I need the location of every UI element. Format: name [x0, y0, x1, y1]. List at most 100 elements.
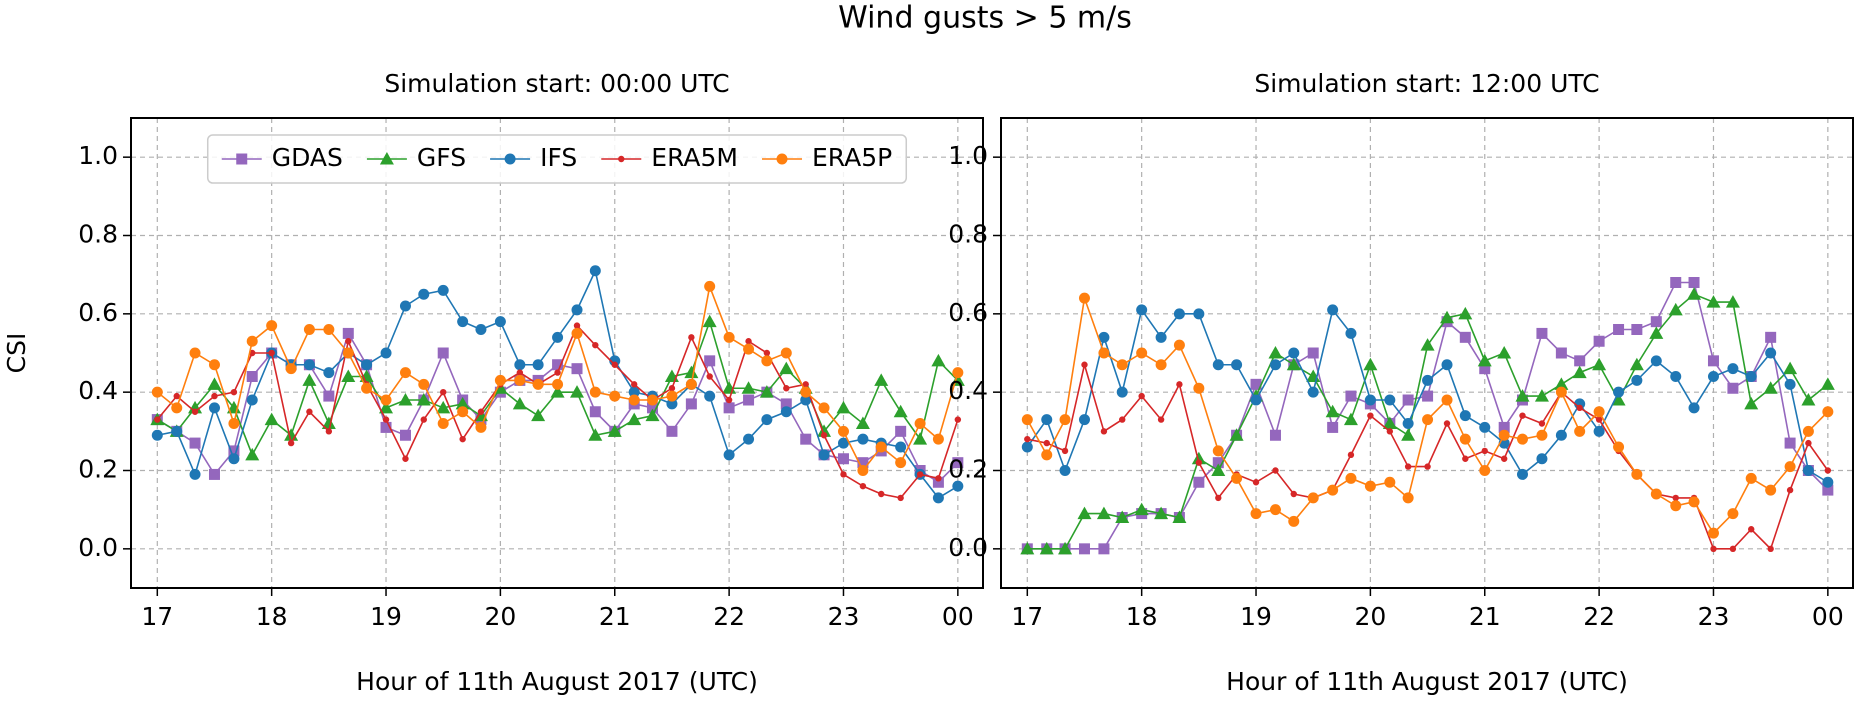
data-point: [1096, 506, 1111, 520]
data-point: [1576, 404, 1583, 412]
data-point: [173, 392, 180, 400]
data-point: [1173, 339, 1185, 351]
data-point: [1727, 508, 1739, 520]
data-point: [268, 349, 275, 357]
data-point: [1212, 457, 1224, 469]
data-point: [1536, 429, 1548, 441]
data-point: [1345, 327, 1357, 339]
data-point: [323, 367, 335, 379]
data-point: [1784, 461, 1796, 473]
legend-marker: [236, 153, 248, 165]
data-point: [207, 377, 222, 390]
data-point: [857, 457, 869, 469]
data-point: [228, 453, 240, 465]
data-point: [668, 385, 676, 392]
data-point: [380, 347, 392, 359]
y-tick-label: 1.0: [948, 141, 988, 170]
y-tick-label: 0.2: [78, 455, 118, 484]
data-point: [571, 363, 583, 375]
data-point: [1402, 492, 1414, 504]
data-point: [723, 402, 735, 414]
data-point: [857, 465, 869, 476]
data-point: [228, 445, 240, 457]
data-point: [1706, 295, 1721, 308]
data-point: [1538, 420, 1546, 427]
data-point: [1784, 437, 1796, 449]
data-point: [895, 441, 907, 453]
data-point: [477, 408, 485, 415]
data-point: [935, 475, 942, 482]
legend-marker: [504, 153, 516, 165]
data-point: [361, 359, 373, 371]
data-point: [1078, 292, 1090, 304]
plot-frame: [1000, 117, 1854, 589]
data-point: [783, 385, 790, 392]
data-point: [1211, 463, 1226, 476]
data-point: [1765, 347, 1777, 359]
data-point: [246, 394, 258, 406]
data-point: [1443, 420, 1451, 427]
x-tick-label: 20: [484, 602, 516, 631]
data-point: [1498, 429, 1510, 441]
data-point: [1534, 389, 1549, 402]
data-point: [1745, 371, 1757, 382]
data-point: [1710, 545, 1717, 553]
data-point: [745, 338, 752, 345]
data-point: [1784, 378, 1796, 390]
data-point: [418, 378, 430, 390]
data-point: [455, 396, 470, 410]
data-point: [514, 359, 526, 371]
data-point: [1631, 324, 1643, 335]
data-point: [570, 385, 585, 398]
x-tick-label: 19: [1240, 602, 1272, 631]
data-point: [1555, 429, 1567, 441]
data-point: [1459, 410, 1471, 422]
data-point: [1367, 412, 1374, 419]
y-tick-label: 0.8: [948, 220, 988, 249]
data-point: [1268, 346, 1283, 359]
data-point: [345, 338, 352, 345]
data-point: [1136, 304, 1148, 316]
y-tick-label: 0.0: [78, 533, 118, 562]
x-tick-label: 22: [1583, 602, 1615, 631]
data-point: [1631, 374, 1643, 386]
data-point: [1345, 390, 1357, 402]
legend-label: ERA5P: [812, 143, 892, 172]
data-point: [1401, 428, 1416, 441]
data-point: [552, 378, 564, 390]
data-point: [1613, 324, 1625, 335]
data-point: [589, 265, 601, 277]
data-point: [1020, 541, 1035, 555]
data-point: [1649, 326, 1664, 339]
data-point: [379, 400, 394, 414]
data-point: [573, 322, 581, 329]
data-point: [1024, 435, 1031, 443]
data-point: [208, 468, 220, 480]
data-point: [1191, 451, 1206, 465]
data-point: [420, 416, 427, 423]
data-point: [913, 432, 928, 445]
data-point: [1497, 346, 1512, 359]
data-point: [1157, 416, 1165, 423]
data-point: [741, 381, 756, 394]
data-point: [208, 402, 220, 414]
y-tick-label: 0.0: [948, 533, 988, 562]
data-point: [688, 334, 695, 341]
data-point: [916, 471, 924, 478]
data-point: [321, 416, 336, 429]
data-point: [1059, 465, 1071, 476]
data-point: [342, 327, 354, 339]
data-point: [1404, 463, 1412, 470]
data-point: [1229, 428, 1244, 441]
data-point: [1479, 421, 1491, 433]
data-point: [1272, 467, 1279, 474]
data-point: [800, 433, 812, 445]
data-point: [516, 369, 524, 376]
data-point: [1176, 381, 1183, 388]
data-point: [228, 418, 240, 429]
data-point: [188, 400, 203, 414]
legend-label: ERA5M: [651, 143, 738, 172]
data-point: [154, 416, 161, 423]
data-point: [723, 449, 735, 461]
data-point: [1424, 463, 1431, 470]
